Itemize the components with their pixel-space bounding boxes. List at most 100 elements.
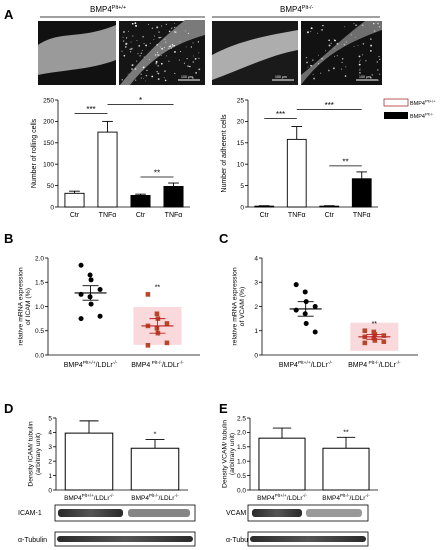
y-tick-label: 3: [254, 280, 258, 287]
data-point: [88, 301, 94, 307]
significance-label: **: [372, 321, 378, 328]
cell-dot: [158, 31, 160, 33]
cell-dot: [121, 78, 124, 81]
cell-dot: [174, 72, 176, 74]
cell-dot: [192, 42, 194, 44]
significance-label: **: [343, 429, 349, 436]
cell-dot: [173, 26, 176, 29]
cell-dot: [344, 26, 346, 28]
x-tick-label: TNFα: [99, 212, 117, 219]
cell-dot: [168, 60, 170, 63]
cell-dot: [333, 39, 335, 41]
data-point: [371, 329, 377, 335]
cell-dot: [379, 58, 381, 61]
cell-dot: [157, 72, 159, 74]
cell-dot: [362, 43, 365, 45]
cell-dot: [183, 62, 185, 64]
cell-dot: [125, 37, 128, 39]
cell-dot: [328, 44, 331, 47]
cell-dot: [153, 35, 156, 37]
blot-label-tubulin: α-Tubulin: [226, 537, 255, 544]
blot-label-vcam: VCAM: [226, 510, 246, 517]
cell-dot: [125, 42, 127, 45]
cell-dot: [164, 70, 166, 73]
data-point: [372, 338, 378, 343]
cell-dot: [310, 64, 312, 67]
cell-dot: [171, 43, 174, 46]
data-point: [87, 272, 93, 278]
cell-dot: [168, 48, 170, 50]
data-point: [302, 289, 308, 295]
y-tick-label: 4: [254, 255, 258, 262]
bar: [322, 447, 370, 491]
significance-label: *: [154, 432, 157, 439]
cell-dot: [142, 78, 144, 79]
cell-dot: [156, 26, 159, 29]
y-axis-label: Number of adherent cells: [221, 114, 228, 193]
significance-label: **: [154, 169, 160, 178]
cell-dot: [334, 55, 336, 57]
chart-vcam-mrna: 0 1 2 3 4 relative mRNA expressionof VCAM (%)…: [231, 255, 418, 369]
cell-dot: [345, 66, 347, 68]
cell-dot: [146, 69, 148, 72]
chart-icam-density: 0 1 2 3 4 5 Density ICAM/ tubulin(arbitrary un…: [27, 415, 188, 502]
x-tick-label: Ctr: [70, 212, 80, 219]
category-label: BMP4Plt-/-/LDLr-/-: [322, 493, 370, 502]
micrograph-wt-ctr: [38, 21, 116, 85]
cell-dot: [174, 50, 176, 53]
y-axis-label: Density VCAM/ tubulin(arbitrary unit): [221, 420, 235, 488]
cell-dot: [129, 48, 132, 51]
cell-dot: [159, 46, 161, 48]
cell-dot: [132, 35, 134, 37]
cell-dot: [327, 69, 330, 72]
header-ko: BMP4Plt-/-: [212, 5, 380, 18]
y-tick-label: 25: [237, 97, 245, 104]
legend: BMP4Plt+/+ BMP4Plt-/-: [383, 98, 436, 120]
data-point: [164, 321, 170, 326]
blot-band: [58, 509, 123, 517]
cell-dot: [307, 66, 309, 68]
data-point: [78, 262, 84, 268]
cell-dot: [336, 42, 339, 45]
blot-e: VCAM α-Tubulin: [226, 504, 369, 547]
cell-dot: [160, 62, 163, 65]
cell-dot: [370, 44, 373, 47]
cell-dot: [130, 47, 133, 50]
cell-dot: [198, 68, 201, 71]
y-tick-label: 2.0: [35, 255, 44, 262]
cell-dot: [136, 60, 138, 62]
cell-dot: [369, 49, 372, 52]
scale-bar-label: 100 µm: [181, 75, 193, 79]
y-tick-label: 5: [240, 183, 244, 190]
cell-dot: [310, 27, 313, 30]
cell-dot: [345, 41, 347, 43]
cell-dot: [157, 54, 158, 56]
y-tick-label: 5: [48, 415, 52, 422]
cell-dot: [163, 77, 165, 79]
cell-dot: [376, 61, 379, 63]
cell-dot: [362, 24, 364, 27]
blot-band: [57, 536, 193, 542]
cell-dot: [135, 24, 136, 26]
cell-dot: [378, 56, 380, 58]
cell-dot: [173, 23, 175, 24]
cell-dot: [187, 65, 189, 67]
y-tick-label: 50: [47, 183, 55, 190]
cell-dot: [134, 68, 137, 70]
data-point: [154, 326, 160, 331]
cell-dot: [371, 74, 374, 76]
cell-dot: [157, 51, 158, 53]
cell-dot: [359, 59, 361, 61]
cell-dot: [160, 25, 163, 27]
legend-swatch-wt: [383, 98, 409, 107]
cell-dot: [171, 28, 173, 30]
x-tick-label: TNFα: [165, 212, 183, 219]
cell-dot: [187, 32, 190, 34]
cell-dot: [317, 63, 319, 65]
cell-dot: [157, 54, 160, 57]
cell-dot: [179, 41, 181, 42]
y-tick-label: 0.0: [35, 352, 44, 359]
cell-dot: [160, 55, 162, 56]
cell-dot: [377, 22, 379, 25]
data-point: [78, 316, 84, 322]
